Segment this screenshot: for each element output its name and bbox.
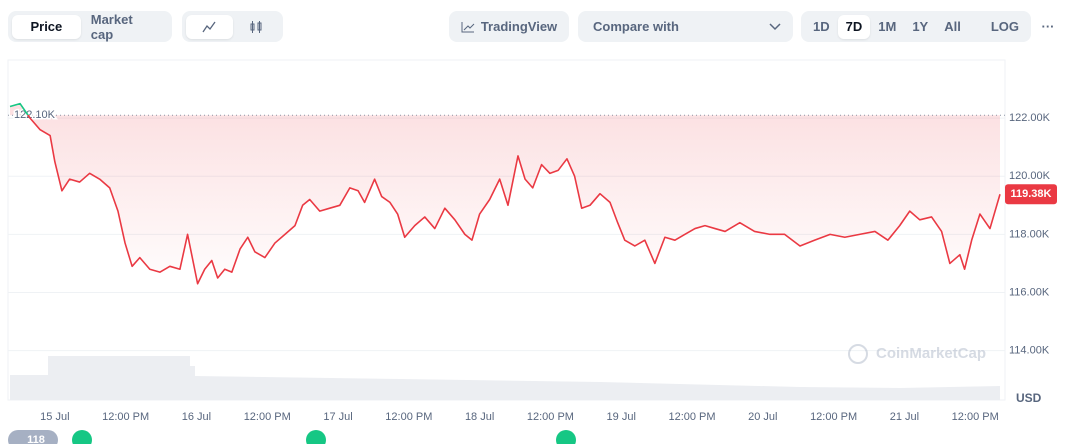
mode-button[interactable]: Market cap (90, 11, 133, 42)
badge-text: 118 (27, 434, 45, 444)
event-icon[interactable] (72, 430, 92, 444)
compare-label: Compare with (593, 19, 679, 34)
footer-icons: 118 (8, 430, 576, 444)
compare-dropdown[interactable]: Compare with (578, 11, 793, 42)
x-tick-label: 17 Jul (323, 411, 352, 423)
watermark: CoinMarketCap (848, 344, 986, 364)
last-price-label: 119.38K (1011, 188, 1052, 200)
x-tick-label: 12:00 PM (668, 411, 715, 423)
range-button[interactable]: 1M (878, 19, 897, 34)
log-button[interactable]: LOG (990, 19, 1020, 34)
y-tick-label: 114.00K (1009, 345, 1050, 357)
area-fill (10, 103, 1000, 284)
candle-style-button[interactable] (233, 15, 280, 39)
x-tick-label: 12:00 PM (527, 411, 574, 423)
x-tick-label: 12:00 PM (810, 411, 857, 423)
line-style-button[interactable] (186, 14, 233, 39)
chevron (769, 22, 781, 30)
range-switch: 1D 7D 1M 1Y All LOG (801, 11, 1031, 42)
x-tick-label: 12:00 PM (244, 411, 291, 423)
event-icon[interactable] (306, 430, 326, 444)
chart-style-switch (182, 11, 283, 42)
x-tick-label: 16 Jul (182, 411, 211, 423)
plot-frame (7, 59, 1006, 401)
volume-background (10, 356, 1000, 400)
badge (8, 430, 58, 444)
mode-button[interactable]: Price (12, 14, 81, 39)
y-tick-label: 118.00K (1009, 228, 1050, 240)
range-button[interactable]: 7D (837, 14, 871, 39)
line-icon (202, 21, 216, 32)
x-tick-label: 21 Jul (890, 411, 919, 423)
y-axis-unit: USD (1016, 391, 1042, 405)
reference-label: 122.10K (14, 109, 56, 121)
x-tick-label: 19 Jul (607, 411, 636, 423)
tradingview-button[interactable]: TradingView (449, 11, 569, 42)
event-icon[interactable] (556, 430, 576, 444)
more-button[interactable]: ··· (1035, 11, 1061, 42)
mode-switch: Price Market cap (8, 11, 172, 42)
y-tick-label: 116.00K (1009, 286, 1050, 298)
range-button[interactable]: 1Y (912, 19, 929, 34)
x-tick-label: 12:00 PM (952, 411, 999, 423)
more-label: ··· (1041, 19, 1055, 34)
tradingview-label: TradingView (480, 19, 558, 34)
candle-icon (250, 20, 262, 33)
y-tick-label: 120.00K (1009, 170, 1051, 182)
price-line (9, 102, 1001, 285)
range-button[interactable]: 1D (813, 19, 830, 34)
range-button[interactable]: All (944, 19, 961, 34)
x-tick-label: 12:00 PM (102, 411, 149, 423)
watermark-text: CoinMarketCap (876, 345, 986, 362)
x-tick-label: 20 Jul (748, 411, 777, 423)
x-tick-label: 15 Jul (40, 411, 69, 423)
x-tick-label: 12:00 PM (385, 411, 432, 423)
y-tick-label: 122.00K (1009, 112, 1051, 124)
x-tick-label: 18 Jul (465, 411, 494, 423)
tv-icon (461, 21, 475, 32)
last-price-box (1005, 184, 1057, 205)
